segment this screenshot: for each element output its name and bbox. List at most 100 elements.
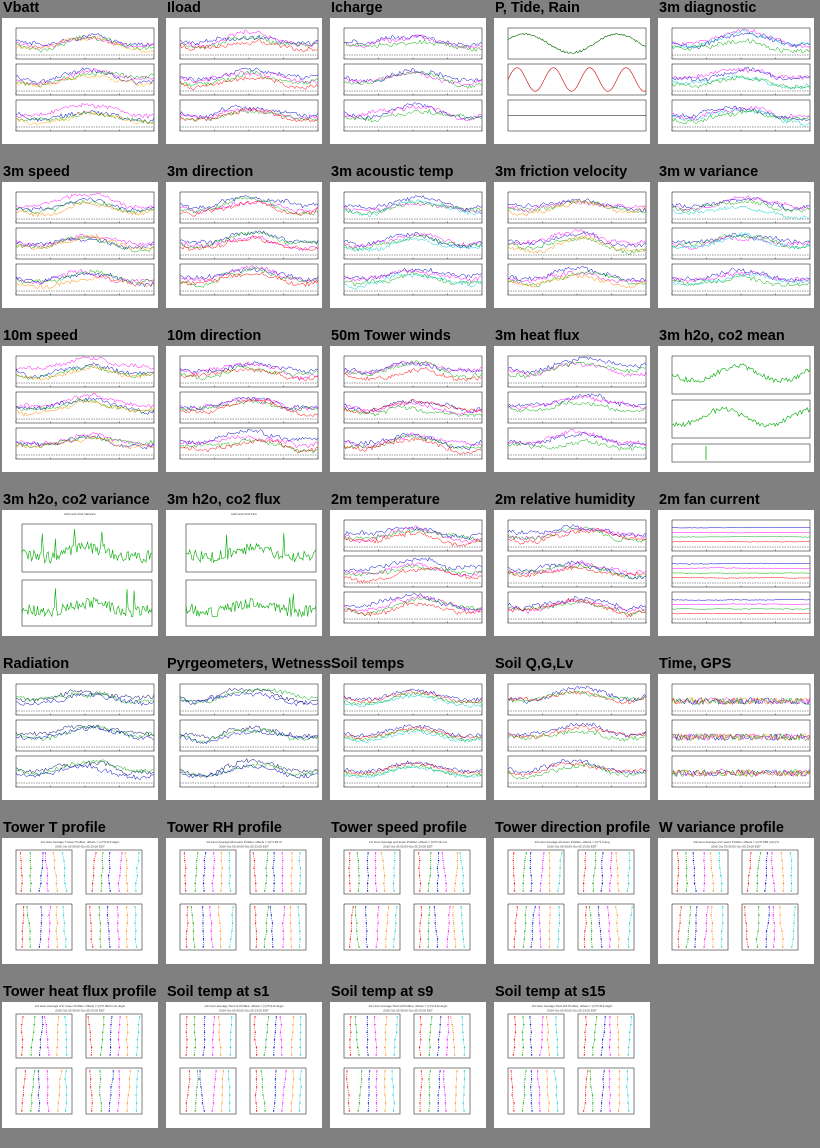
plot-thumbnail[interactable] bbox=[166, 674, 322, 800]
plot-thumbnail[interactable] bbox=[166, 18, 322, 144]
series-line bbox=[343, 71, 483, 86]
profile-point bbox=[452, 1039, 455, 1041]
subplot-frame bbox=[671, 849, 729, 895]
plot-thumbnail[interactable] bbox=[2, 18, 158, 144]
plot-thumbnail[interactable] bbox=[330, 18, 486, 144]
plot-thumbnail[interactable] bbox=[330, 510, 486, 636]
panel-soils1[interactable]: Soil temp at s1 1/2 Hour Average Tsoil.s1… bbox=[164, 984, 328, 1148]
plot-thumbnail[interactable] bbox=[330, 182, 486, 308]
plot-thumbnail[interactable] bbox=[494, 346, 650, 472]
plot-thumbnail[interactable]: 1/2 Hour Average RH.tower Profiles; offs… bbox=[166, 838, 322, 964]
panel-soils9[interactable]: Soil temp at s9 1/2 Hour Average Tsoil.s9… bbox=[328, 984, 492, 1148]
panel-soils15[interactable]: Soil temp at s15 1/2 Hour Average Tsoil.s… bbox=[492, 984, 656, 1148]
panel-icharge[interactable]: Icharge bbox=[328, 0, 492, 164]
panel-rh2m[interactable]: 2m relative humidity bbox=[492, 492, 656, 656]
series-line bbox=[179, 69, 319, 88]
plot-thumbnail[interactable]: 1/2 Hour Average spd.tower Profiles; off… bbox=[330, 838, 486, 964]
profile-line bbox=[194, 1016, 196, 1056]
panel-ptide[interactable]: P, Tide, Rain bbox=[492, 0, 656, 164]
series-line bbox=[672, 612, 811, 615]
plot-thumbnail[interactable] bbox=[2, 346, 158, 472]
panel-towert[interactable]: Tower T profile 1/2 Hour Average T.tower … bbox=[0, 820, 164, 984]
panel-towerspd[interactable]: Tower speed profile 1/2 Hour Average spd.… bbox=[328, 820, 492, 984]
profile-line bbox=[220, 853, 223, 892]
profile-point bbox=[393, 875, 395, 877]
series-line bbox=[179, 70, 319, 84]
profile-line bbox=[523, 906, 527, 948]
subplot-frame bbox=[343, 227, 483, 260]
panel-temp2m[interactable]: 2m temperature bbox=[328, 492, 492, 656]
panel-pyrg[interactable]: Pyrgeometers, Wetness bbox=[164, 656, 331, 820]
subplot-frame bbox=[179, 683, 319, 716]
panel-wvar3m[interactable]: 3m w variance bbox=[656, 164, 820, 328]
plot-thumbnail[interactable] bbox=[494, 510, 650, 636]
profile-point bbox=[514, 1016, 516, 1018]
plot-thumbnail[interactable]: H2O and CO2 Flux bbox=[166, 510, 322, 636]
panel-towerhf[interactable]: Tower heat flux profile 1/2 Hour Average … bbox=[0, 984, 164, 1148]
panel-radiation[interactable]: Radiation bbox=[0, 656, 164, 820]
panel-wvarprof[interactable]: W variance profile 1/2 Hour Average w'w' … bbox=[656, 820, 820, 984]
panel-tower50m[interactable]: 50m Tower winds bbox=[328, 328, 492, 492]
subplot-frame bbox=[413, 849, 471, 895]
panel-timegps[interactable]: Time, GPS bbox=[656, 656, 820, 820]
panel-speed3m[interactable]: 3m speed bbox=[0, 164, 164, 328]
plot-thumbnail[interactable] bbox=[658, 510, 814, 636]
profile-point bbox=[686, 882, 688, 885]
panel-h2ocovar[interactable]: 3m h2o, co2 variance H2O and CO2 Variance bbox=[0, 492, 164, 656]
panel-ustar3m[interactable]: 3m friction velocity bbox=[492, 164, 656, 328]
plot-thumbnail[interactable] bbox=[494, 674, 650, 800]
plot-thumbnail[interactable]: 1/2 Hour Average T.tower Profiles; offse… bbox=[2, 838, 158, 964]
profile-point bbox=[107, 875, 110, 877]
panel-diag3m[interactable]: 3m diagnostic bbox=[656, 0, 820, 164]
profile-point bbox=[704, 875, 706, 877]
plot-thumbnail[interactable] bbox=[2, 182, 158, 308]
plot-thumbnail[interactable]: 1/2 Hour Average Tsoil.s1 Profiles; offs… bbox=[166, 1002, 322, 1128]
profile-point bbox=[117, 1039, 120, 1041]
profile-point bbox=[561, 852, 563, 854]
panel-h2ocoflux[interactable]: 3m h2o, co2 flux H2O and CO2 Flux bbox=[164, 492, 328, 656]
panel-dir10m[interactable]: 10m direction bbox=[164, 328, 328, 492]
plot-thumbnail[interactable]: H2O and CO2 Variance bbox=[2, 510, 158, 636]
plot-thumbnail[interactable] bbox=[658, 674, 814, 800]
plot-thumbnail[interactable] bbox=[330, 346, 486, 472]
plot-thumbnail[interactable]: 1/2 Hour Average Tsoil.s15 Profiles; off… bbox=[494, 1002, 650, 1128]
plot-thumbnail[interactable] bbox=[166, 346, 322, 472]
plot-thumbnail[interactable] bbox=[2, 674, 158, 800]
profile-point bbox=[592, 882, 594, 885]
panel-dir3m[interactable]: 3m direction bbox=[164, 164, 328, 328]
plot-thumbnail[interactable] bbox=[166, 182, 322, 308]
panel-soilq[interactable]: Soil Q,G,Lv bbox=[492, 656, 656, 820]
profile-point bbox=[365, 906, 367, 908]
panel-soiltemps[interactable]: Soil temps bbox=[328, 656, 492, 820]
profile-line bbox=[434, 906, 438, 948]
profile-point bbox=[446, 1054, 448, 1056]
panel-towerdir[interactable]: Tower direction profile 1/2 Hour Average … bbox=[492, 820, 656, 984]
series-line bbox=[15, 70, 155, 88]
plot-thumbnail[interactable] bbox=[658, 182, 814, 308]
plot-thumbnail[interactable]: 1/2 Hour Average w'tc' tower Profiles; o… bbox=[2, 1002, 158, 1128]
plot-thumbnail[interactable]: 1/2 Hour Average Tsoil.s9 Profiles; offs… bbox=[330, 1002, 486, 1128]
profile-line bbox=[299, 1070, 302, 1112]
panel-iload[interactable]: Iload bbox=[164, 0, 328, 164]
panel-hflux3m[interactable]: 3m heat flux bbox=[492, 328, 656, 492]
plot-thumbnail[interactable] bbox=[494, 182, 650, 308]
panel-vbatt[interactable]: Vbatt bbox=[0, 0, 164, 164]
plot-thumbnail[interactable]: 1/2 Hour Average w'w' tower Profiles; of… bbox=[658, 838, 814, 964]
plot-thumbnail[interactable]: 1/2 Hour Average dir.tower Profiles; off… bbox=[494, 838, 650, 964]
panel-h2ocomean[interactable]: 3m h2o, co2 mean bbox=[656, 328, 820, 492]
panel-tc3m[interactable]: 3m acoustic temp bbox=[328, 164, 492, 328]
profile-point bbox=[707, 906, 709, 908]
profile-point bbox=[366, 1046, 368, 1049]
profile-point bbox=[628, 1110, 630, 1112]
series-line bbox=[179, 729, 319, 745]
panel-speed10m[interactable]: 10m speed bbox=[0, 328, 164, 492]
plot-thumbnail[interactable] bbox=[494, 18, 650, 144]
plot-thumbnail[interactable] bbox=[658, 346, 814, 472]
plot-thumbnail[interactable] bbox=[658, 18, 814, 144]
subplot-frame bbox=[343, 519, 483, 552]
profile-point bbox=[265, 882, 267, 885]
panel-towerrh[interactable]: Tower RH profile 1/2 Hour Average RH.towe… bbox=[164, 820, 328, 984]
profile-line bbox=[437, 1016, 442, 1056]
panel-fan2m[interactable]: 2m fan current bbox=[656, 492, 820, 656]
plot-thumbnail[interactable] bbox=[330, 674, 486, 800]
